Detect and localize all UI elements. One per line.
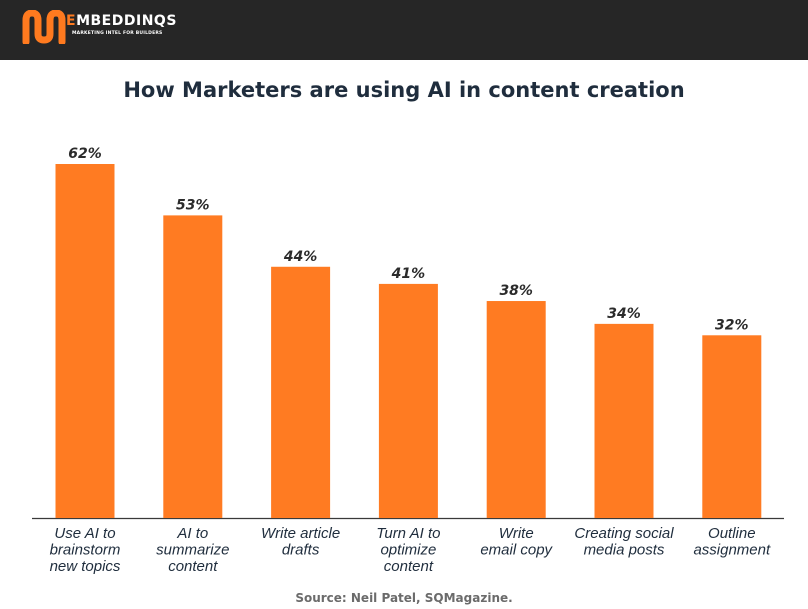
category-label-line: brainstorm xyxy=(50,542,121,559)
category-label-line: summarize xyxy=(156,542,229,559)
category-label-line: Write xyxy=(499,525,534,542)
brand-logo: EMBEDDINQS MARKETING INTEL FOR BUILDERS xyxy=(22,10,176,44)
bar xyxy=(378,283,438,518)
brand-name-rest: MBEDDINQS xyxy=(76,13,177,29)
category-label-line: Use AI to xyxy=(54,525,115,542)
bar xyxy=(486,301,546,518)
category-label-line: email copy xyxy=(480,542,553,559)
category-label-line: assignment xyxy=(693,542,771,559)
source-note: Source: Neil Patel, SQMagazine. xyxy=(295,591,513,605)
category-label-line: media posts xyxy=(584,542,665,559)
bar xyxy=(55,164,115,518)
data-label: 38% xyxy=(499,283,533,299)
data-label: 62% xyxy=(68,146,102,162)
category-label-line: optimize xyxy=(380,542,436,559)
logo-mark xyxy=(22,10,66,44)
category-label: Use AI to brainstorm new topics xyxy=(50,525,121,575)
category-label-line: drafts xyxy=(282,542,320,559)
bar xyxy=(594,323,654,518)
category-label-line: Creating social xyxy=(574,525,674,542)
brand-tagline: MARKETING INTEL FOR BUILDERS xyxy=(72,31,163,36)
chart-title: How Marketers are using AI in content cr… xyxy=(123,78,685,102)
category-label: Turn AI to optimize content xyxy=(376,525,440,575)
bar xyxy=(271,266,331,518)
category-label: Outline assignment xyxy=(693,525,771,559)
bar xyxy=(163,215,223,519)
header-bar: EMBEDDINQS MARKETING INTEL FOR BUILDERS xyxy=(0,0,808,60)
data-label: 44% xyxy=(283,249,318,265)
data-label: 32% xyxy=(715,317,749,333)
brand-name: EMBEDDINQS xyxy=(66,13,177,29)
category-label-line: content xyxy=(384,558,434,575)
category-label: Creating social media posts xyxy=(574,525,674,559)
brand-name-lead: E xyxy=(66,13,77,29)
category-label: Write article drafts xyxy=(261,525,340,559)
category-label-line: new topics xyxy=(50,558,121,575)
category-label-line: Write article xyxy=(261,525,340,542)
bar xyxy=(702,335,762,518)
data-label: 34% xyxy=(607,306,641,322)
category-label: Write email copy xyxy=(480,525,553,559)
category-label-line: Turn AI to xyxy=(376,525,440,542)
category-label-line: Outline xyxy=(708,525,756,542)
category-label-line: content xyxy=(168,558,218,575)
data-label: 53% xyxy=(176,197,210,213)
category-label: AI to summarize content xyxy=(156,525,229,575)
category-label-line: AI to xyxy=(176,525,208,542)
data-label: 41% xyxy=(391,266,426,282)
